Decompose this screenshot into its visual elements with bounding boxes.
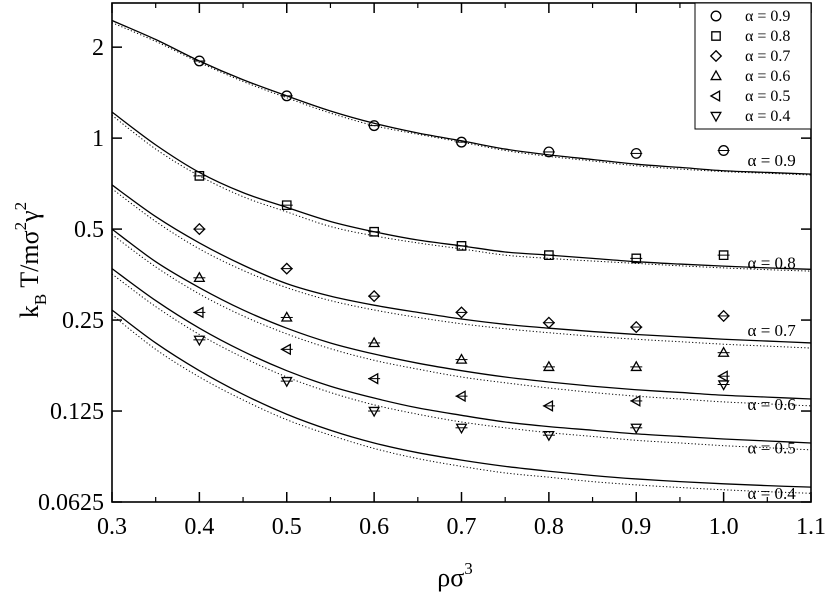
legend-marker: [709, 90, 721, 102]
data-point: [281, 200, 292, 211]
data-point: [630, 320, 643, 334]
theory-curve-solid: [111, 228, 812, 400]
x-tick-label: 0.8: [534, 514, 564, 540]
curve-label: α = 0.6: [748, 395, 796, 414]
y-tick-label: 0.25: [62, 308, 104, 334]
data-point: [717, 309, 730, 323]
x-tick-label: 1.0: [709, 514, 739, 540]
y-axis-title-sub-b: B: [31, 294, 50, 305]
theory-curve-solid: [111, 268, 812, 444]
x-tick-label: 0.3: [97, 514, 127, 540]
data-point: [455, 306, 468, 319]
legend-label: α = 0.9: [745, 8, 790, 25]
curve-label: α = 0.7: [748, 321, 797, 340]
data-points: [193, 55, 730, 442]
curve-label: α = 0.4: [748, 484, 797, 503]
data-point: [455, 423, 468, 435]
y-axis-title: kB T/mσ2γ2: [11, 202, 50, 318]
legend-marker: [710, 69, 722, 81]
data-point: [455, 353, 468, 364]
legend-label: α = 0.6: [745, 68, 790, 85]
data-point: [630, 360, 643, 372]
data-point: [194, 171, 205, 181]
data-point: [718, 250, 729, 260]
data-point: [542, 430, 555, 442]
data-point: [631, 253, 642, 264]
y-tick-label: 0.125: [50, 399, 104, 425]
data-point: [193, 222, 206, 236]
legend-label: α = 0.8: [745, 28, 790, 45]
theory-curve-solid: [111, 309, 812, 488]
x-tick-label: 0.6: [359, 514, 389, 540]
data-point: [542, 316, 556, 329]
legend-label: α = 0.7: [745, 48, 790, 65]
legend-label: α = 0.5: [745, 88, 790, 105]
y-tick-label: 2: [92, 35, 104, 61]
data-point: [369, 226, 379, 237]
legend-label: α = 0.4: [745, 108, 790, 125]
data-point: [717, 346, 730, 357]
data-point: [630, 423, 643, 435]
theory-curve-dotted: [111, 188, 812, 349]
y-axis-title-k: k: [15, 305, 44, 318]
x-axis-title: ρσ3: [437, 559, 473, 592]
legend-marker: [711, 31, 721, 41]
x-tick-label: 0.4: [184, 514, 214, 540]
y-axis-title-sup-2: 2: [11, 202, 30, 211]
y-axis-title-mid: T/mσ: [15, 230, 44, 293]
y-tick-label: 1: [92, 126, 104, 152]
y-tick-label: 0.5: [74, 217, 104, 243]
data-point: [456, 241, 467, 251]
legend-marker: [709, 49, 723, 63]
data-point: [193, 335, 206, 347]
legend: α = 0.9 α = 0.8 α = 0.7 α = 0.6 α = 0.5 α = 0…: [694, 2, 812, 130]
curve-labels: α = 0.9 α = 0.8 α = 0.7 α = 0.6 α = 0.5 α = 0…: [748, 151, 797, 503]
data-point: [280, 262, 293, 275]
x-tick-label: 0.7: [447, 514, 477, 540]
x-axis-title-superscript: 3: [464, 559, 473, 578]
y-tick-label: 0.0625: [38, 490, 104, 516]
x-tick-label: 0.9: [621, 514, 651, 540]
data-point: [367, 289, 381, 303]
theory-curve-solid: [111, 184, 812, 344]
y-axis-title-gamma: γ: [15, 210, 44, 223]
x-tick-label: 0.5: [272, 514, 302, 540]
x-tick-label: 1.1: [796, 514, 826, 540]
curve-label: α = 0.9: [748, 151, 796, 170]
data-point: [280, 376, 293, 388]
data-point: [544, 250, 554, 260]
legend-marker: [710, 10, 722, 22]
data-point: [542, 360, 555, 372]
curve-label: α = 0.8: [748, 253, 796, 272]
curve-label: α = 0.5: [748, 438, 796, 457]
data-point: [368, 406, 381, 418]
theory-curve-solid: [111, 19, 812, 175]
y-axis-title-sup-1: 2: [11, 222, 30, 231]
data-point: [717, 380, 730, 391]
x-axis-title-main: ρσ: [437, 563, 464, 592]
theory-curve-dotted: [111, 273, 812, 451]
axis-ticks: 0.3 0.4 0.5 0.6 0.7 0.8 0.9 1.0 1.1 0.0625 0.125 0.…: [38, 3, 826, 540]
data-point: [280, 311, 293, 322]
legend-box: [694, 2, 812, 130]
data-point: [193, 271, 206, 283]
data-point: [368, 336, 381, 348]
legend-marker: [710, 111, 722, 123]
theory-curve-dotted: [111, 114, 812, 272]
